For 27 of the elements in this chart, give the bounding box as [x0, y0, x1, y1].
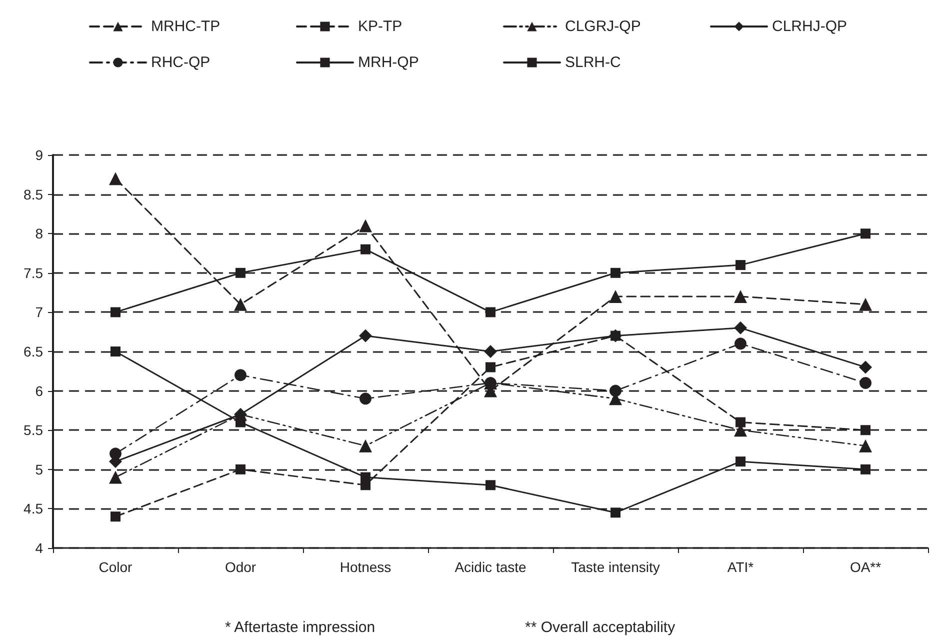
x-tick-label: ATI*	[727, 559, 754, 575]
x-tick-label: OA**	[850, 559, 882, 575]
y-tick-label: 5.5	[24, 422, 44, 438]
y-tick-label: 8.5	[24, 186, 44, 202]
y-tick-label: 5	[35, 461, 44, 478]
x-tick-label: Color	[98, 559, 133, 575]
y-tick-label: 6.5	[24, 344, 44, 360]
text: * Aftertaste impression	[225, 619, 376, 636]
legend-label: KP-TP	[358, 18, 402, 35]
legend-label: RHC-QP	[151, 54, 210, 71]
y-tick-label: 4.5	[24, 500, 44, 517]
y-tick-label: 6	[35, 382, 44, 399]
legend-label: CLRHJ-QP	[772, 18, 848, 35]
y-tick-label: 4	[35, 540, 44, 556]
x-tick-label: Taste intensity	[571, 559, 660, 575]
y-tick-label: 9	[35, 147, 44, 163]
x-tick-label: Acidic taste	[454, 559, 527, 575]
legend-label: CLGRJ-QP	[565, 18, 641, 35]
legend-label: SLRH-C	[565, 54, 622, 71]
text: ** Overall acceptability	[525, 619, 676, 636]
y-tick-label: 8	[35, 226, 44, 242]
y-tick-label: 7	[35, 304, 44, 320]
y-tick-label: 7.5	[24, 264, 44, 281]
legend-label: MRHC-TP	[151, 18, 220, 35]
x-tick-label: Odor	[224, 559, 256, 575]
x-tick-label: Hotness	[340, 559, 392, 575]
legend-label: MRH-QP	[358, 54, 419, 71]
